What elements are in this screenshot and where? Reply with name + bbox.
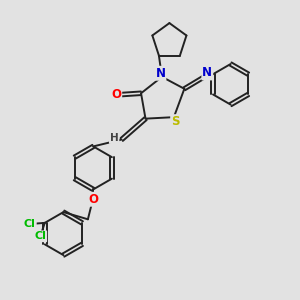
Text: S: S bbox=[171, 115, 180, 128]
Text: O: O bbox=[111, 88, 121, 101]
Text: H: H bbox=[110, 133, 118, 143]
Text: N: N bbox=[202, 67, 212, 80]
Text: O: O bbox=[88, 193, 98, 206]
Text: N: N bbox=[155, 67, 166, 80]
Text: Cl: Cl bbox=[24, 219, 36, 230]
Text: Cl: Cl bbox=[34, 231, 46, 241]
